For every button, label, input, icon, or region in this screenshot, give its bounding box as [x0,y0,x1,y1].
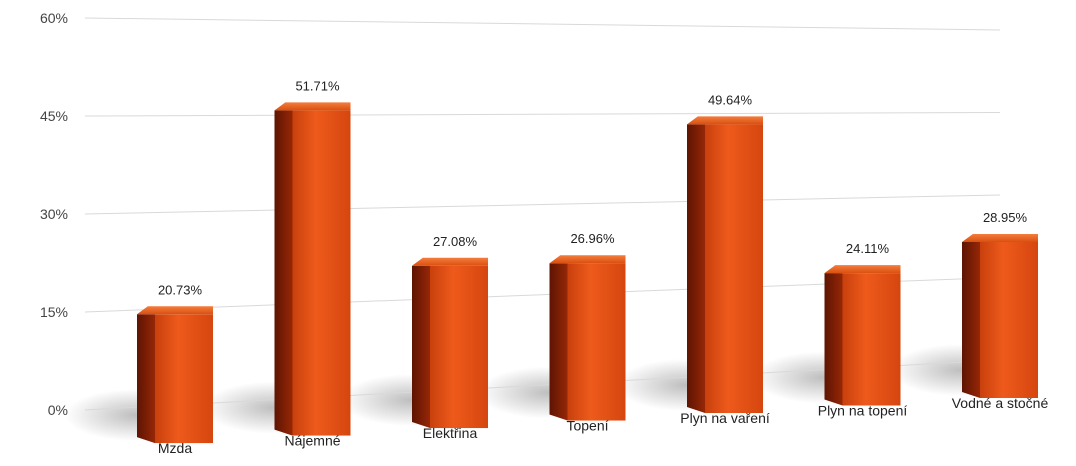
y-tick-label: 15% [40,304,68,320]
bar-top-face [824,265,901,274]
x-tick-label: Mzda [158,440,192,456]
y-tick-label: 60% [40,10,68,26]
bar-side-face [962,241,980,398]
x-tick-label: Nájemné [284,433,340,449]
gridline [84,194,1001,215]
data-label: 20.73% [158,282,203,297]
y-tick-label: 30% [40,206,68,222]
gridline [84,112,1001,117]
y-tick-label: 0% [48,402,68,418]
bar-top-face [687,116,763,125]
x-tick-label: Plyn na vaření [680,410,770,426]
bar-front-face [155,314,213,444]
data-label: 24.11% [846,241,890,256]
bar-front-face [567,263,626,421]
bar-front-face [430,265,488,429]
bar-top-face [412,257,488,266]
bar-front-face [980,241,1038,398]
bar-top-face [274,102,351,111]
bar-side-face [687,124,705,414]
x-tick-label: Vodné a stočné [952,395,1049,411]
bar-4 [549,255,626,421]
data-label: 51.71% [295,78,340,93]
bar-side-face [549,263,568,421]
bar-2 [274,102,351,436]
bar-top-face [962,233,1038,242]
bar-top-face [137,306,213,315]
data-label: 27.08% [433,234,478,249]
gridline [84,17,1001,31]
data-label: 28.95% [983,210,1028,225]
data-label: 49.64% [708,92,753,107]
bar-side-face [412,265,430,429]
bar-6 [824,265,901,406]
x-tick-label: Plyn na topení [818,403,908,419]
data-label: 26.96% [570,231,615,246]
bar-7 [962,233,1038,398]
bar-front-face [842,273,901,406]
y-tick-label: 45% [40,108,68,124]
bar-5 [687,116,763,414]
bar-side-face [274,110,293,436]
bar-front-face [705,124,763,414]
bar-side-face [824,273,843,406]
x-tick-label: Elektřina [423,425,478,441]
bar-top-face [549,255,626,264]
bar-side-face [137,314,155,444]
x-tick-label: Topení [566,418,608,434]
bar-3 [412,257,488,429]
bar-1 [137,306,213,444]
bar-front-face [292,110,351,436]
